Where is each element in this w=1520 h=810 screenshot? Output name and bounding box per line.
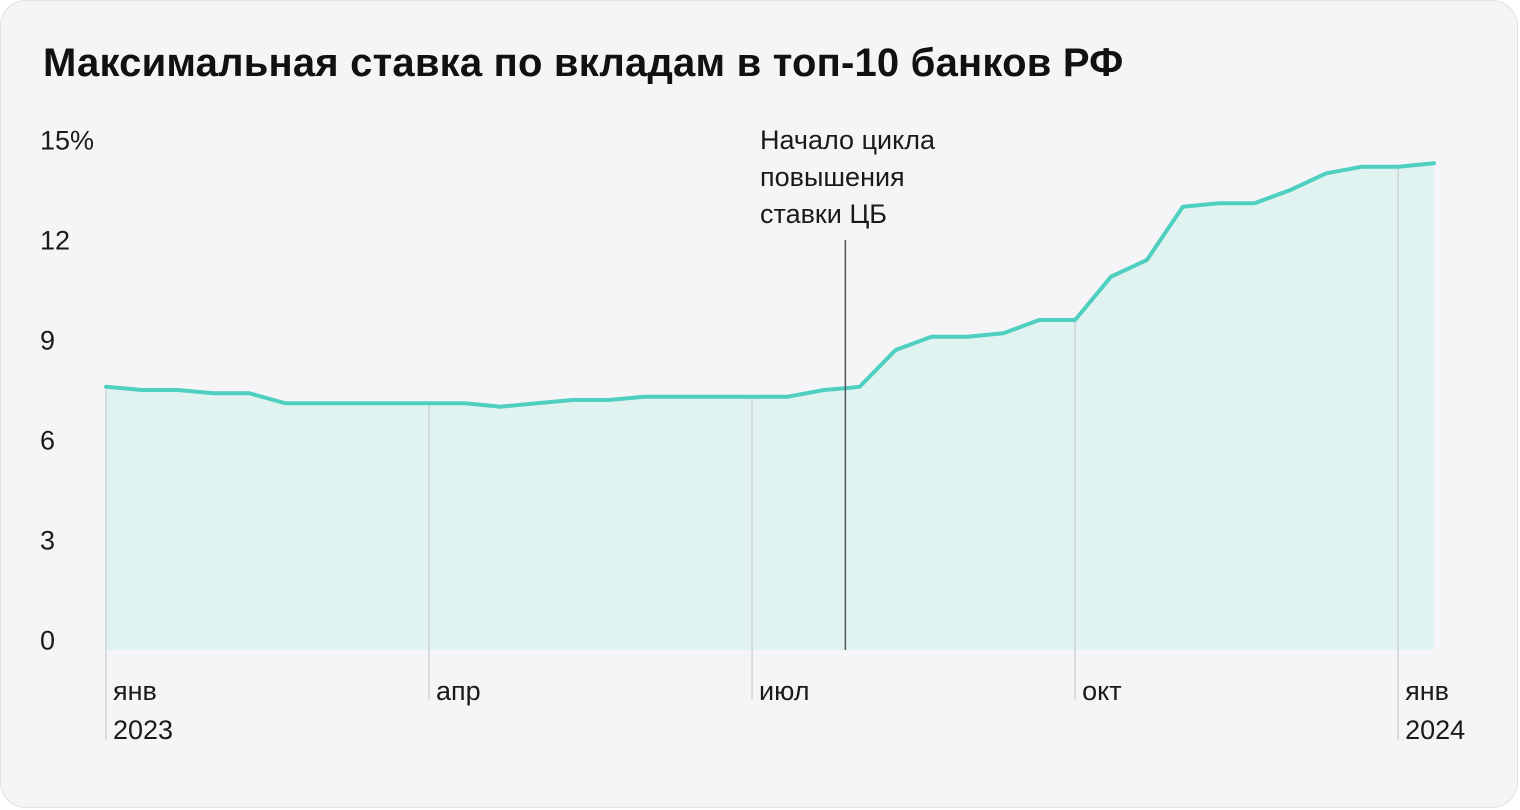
x-tick-label: окт bbox=[1082, 676, 1122, 706]
x-tick-label: июл bbox=[759, 676, 810, 706]
area-fill bbox=[106, 163, 1434, 651]
y-tick-label: 12 bbox=[40, 226, 70, 256]
annotation-text: повышения bbox=[760, 162, 905, 192]
y-tick-label: 3 bbox=[40, 526, 55, 556]
y-tick-label: 0 bbox=[40, 626, 55, 656]
area-layer bbox=[106, 163, 1434, 651]
annotation-text: Начало цикла bbox=[760, 125, 936, 155]
x-tick-label: янв bbox=[1405, 676, 1449, 706]
series-line bbox=[104, 161, 1436, 409]
x-gridlines bbox=[105, 166, 1399, 740]
x-tick-year-label: 2024 bbox=[1405, 715, 1465, 745]
chart-title: Максимальная ставка по вкладам в топ-10 … bbox=[43, 41, 1124, 85]
series-line-layer bbox=[104, 161, 1436, 409]
x-tick-label: янв bbox=[113, 676, 157, 706]
y-tick-label: 15% bbox=[40, 126, 94, 156]
y-axis-ticks: 0 3 6 9 12 15% bbox=[40, 126, 94, 656]
y-tick-label: 6 bbox=[40, 426, 55, 456]
annotation-text: ставки ЦБ bbox=[760, 199, 887, 229]
x-tick-year-label: 2023 bbox=[113, 715, 173, 745]
x-axis-ticks: янв 2023 апр июл окт янв 2024 bbox=[113, 676, 1465, 745]
annotation-layer: Начало цикла повышения ставки ЦБ bbox=[760, 125, 936, 650]
x-tick-label: апр bbox=[436, 676, 481, 706]
y-tick-label: 9 bbox=[40, 326, 55, 356]
